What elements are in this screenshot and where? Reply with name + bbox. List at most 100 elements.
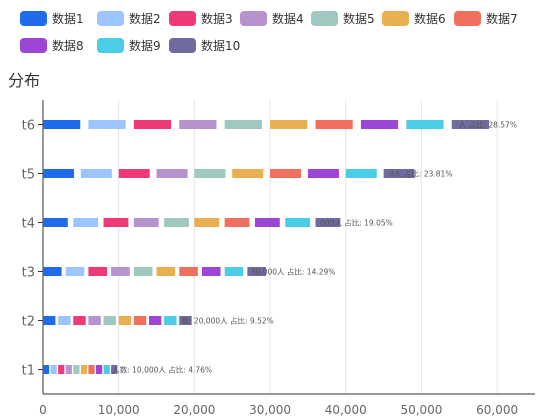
bar-segment xyxy=(360,120,399,129)
bar-segment xyxy=(88,365,95,374)
bar-segment xyxy=(270,169,302,178)
legend-swatch xyxy=(169,37,196,53)
bar-segment xyxy=(232,169,264,178)
legend-label: 数据10 xyxy=(201,38,241,53)
bar-segment xyxy=(406,120,444,129)
bar-segment xyxy=(164,218,189,227)
legend-label: 数据3 xyxy=(201,11,233,26)
x-tick-label: 10,000 xyxy=(98,403,140,417)
legend-item[interactable]: 数据10 xyxy=(169,35,240,55)
bar-segment xyxy=(103,365,110,374)
bar-segment xyxy=(88,316,101,325)
legend-item[interactable]: 数据6 xyxy=(382,8,446,28)
bar-segment xyxy=(103,316,116,325)
bar-segment xyxy=(95,365,103,374)
y-tick-label: t3 xyxy=(22,266,35,281)
bar-segment xyxy=(224,218,250,227)
bar-segment xyxy=(201,267,221,276)
y-tick-label: t1 xyxy=(22,364,35,379)
bar-segment xyxy=(80,169,112,178)
legend-label: 数据2 xyxy=(129,11,161,26)
bar-segment xyxy=(315,218,341,227)
x-tick-label: 0 xyxy=(39,403,47,417)
data-label: 000人 占比: 19.05% xyxy=(320,218,393,228)
legend-item[interactable]: 数据3 xyxy=(169,8,233,28)
bar-segment xyxy=(103,218,129,227)
x-tick-label: 20,000 xyxy=(173,403,215,417)
bar-segment xyxy=(58,316,71,325)
legend-swatch xyxy=(382,10,409,26)
bar-segment xyxy=(43,218,68,227)
bar-segment xyxy=(451,120,489,129)
legend-swatch xyxy=(240,10,267,26)
bar-segment xyxy=(383,169,415,178)
bar-segment xyxy=(156,267,176,276)
bar-segment xyxy=(133,218,159,227)
bar-segment xyxy=(194,218,220,227)
data-label: 0人 占比: 23.81% xyxy=(389,169,452,179)
legend-swatch xyxy=(97,10,124,26)
bar-segment xyxy=(224,267,244,276)
x-tick-label: 50,000 xyxy=(400,403,442,417)
legend-swatch xyxy=(169,10,196,26)
bar-segment xyxy=(58,365,65,374)
bar-segment xyxy=(111,267,130,276)
legend-label: 数据6 xyxy=(414,11,446,26)
x-tick-label: 40,000 xyxy=(325,403,367,417)
y-tick-label: t4 xyxy=(22,217,35,232)
legend-item[interactable]: 数据5 xyxy=(311,8,375,28)
y-tick-label: t5 xyxy=(22,168,35,183)
bar-segment xyxy=(50,365,57,374)
legend-item[interactable]: 数据4 xyxy=(240,8,304,28)
bar-segment xyxy=(43,267,62,276)
bar-segment xyxy=(118,316,132,325)
bar-segment xyxy=(88,267,108,276)
bar-segment xyxy=(285,218,311,227)
bar-segment xyxy=(118,169,150,178)
bar-segment xyxy=(133,316,147,325)
legend-swatch xyxy=(20,37,47,53)
y-tick-label: t2 xyxy=(22,315,35,330)
bar-segment xyxy=(194,169,226,178)
legend-swatch xyxy=(311,10,338,26)
y-tick-label: t6 xyxy=(22,119,35,134)
bar-segment xyxy=(179,267,198,276)
legend-item[interactable]: 数据7 xyxy=(454,8,518,28)
legend-label: 数据1 xyxy=(52,11,84,26)
legend-label: 数据8 xyxy=(52,38,84,53)
bar-segment xyxy=(307,169,339,178)
data-label: 人 占比: 28.57% xyxy=(459,120,517,130)
data-label: 数: 20,000人 占比: 9.52% xyxy=(182,316,274,326)
bar-segment xyxy=(65,267,85,276)
legend-item[interactable]: 数据9 xyxy=(97,35,161,55)
bar-segment xyxy=(247,267,266,276)
bar-segment xyxy=(73,365,80,374)
bar-segment xyxy=(73,218,99,227)
legend-label: 数据7 xyxy=(486,11,518,26)
bar-segment xyxy=(224,120,262,129)
legend-swatch xyxy=(20,10,47,26)
chart-title: 分布 xyxy=(8,71,41,90)
bar-segment xyxy=(315,120,353,129)
bar-segment xyxy=(345,169,377,178)
bar-segment xyxy=(80,365,88,374)
legend-swatch xyxy=(454,10,481,26)
bar-segment xyxy=(43,120,81,129)
legend-item[interactable]: 数据2 xyxy=(97,8,161,28)
bar-segment xyxy=(164,316,177,325)
bar-segment xyxy=(148,316,162,325)
bar-segment xyxy=(65,365,72,374)
bar-segment xyxy=(73,316,86,325)
bar-segment xyxy=(133,120,172,129)
legend-label: 数据9 xyxy=(129,38,161,53)
legend-item[interactable]: 数据8 xyxy=(20,35,84,55)
bar-segment xyxy=(88,120,126,129)
data-label: 30,000人 占比: 14.29% xyxy=(251,267,336,277)
bar-segment xyxy=(179,120,217,129)
bar-segment xyxy=(179,316,192,325)
bar-segment xyxy=(111,365,118,374)
bar-segment xyxy=(254,218,280,227)
legend-item[interactable]: 数据1 xyxy=(20,8,84,28)
